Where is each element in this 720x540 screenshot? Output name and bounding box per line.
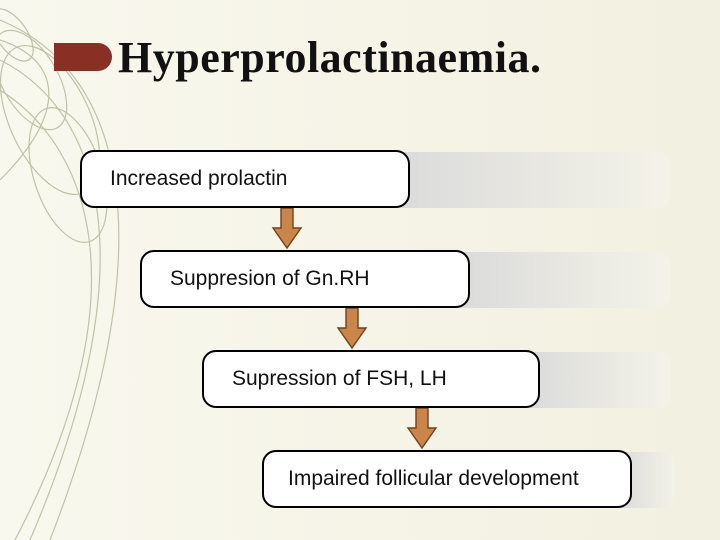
title-row: Hyperprolactinaemia.	[54, 30, 541, 84]
title-accent-chip	[54, 43, 112, 71]
step-shadow	[460, 252, 670, 308]
down-arrow-icon	[335, 306, 369, 350]
down-arrow-icon	[270, 206, 304, 250]
step-box-2: Suppresion of Gn.RH	[140, 250, 470, 308]
step-label: Increased prolactin	[110, 167, 287, 191]
slide: Hyperprolactinaemia. Increased prolactin…	[0, 0, 720, 540]
down-arrow-icon	[405, 406, 439, 450]
step-shadow	[530, 352, 670, 408]
slide-title: Hyperprolactinaemia.	[118, 32, 541, 83]
step-label: Impaired follicular development	[288, 467, 579, 491]
step-box-3: Supression of FSH, LH	[202, 350, 540, 408]
step-label: Suppresion of Gn.RH	[170, 267, 370, 291]
step-box-4: Impaired follicular development	[262, 450, 632, 508]
step-shadow	[400, 152, 670, 208]
step-box-1: Increased prolactin	[80, 150, 410, 208]
step-label: Supression of FSH, LH	[232, 367, 447, 391]
